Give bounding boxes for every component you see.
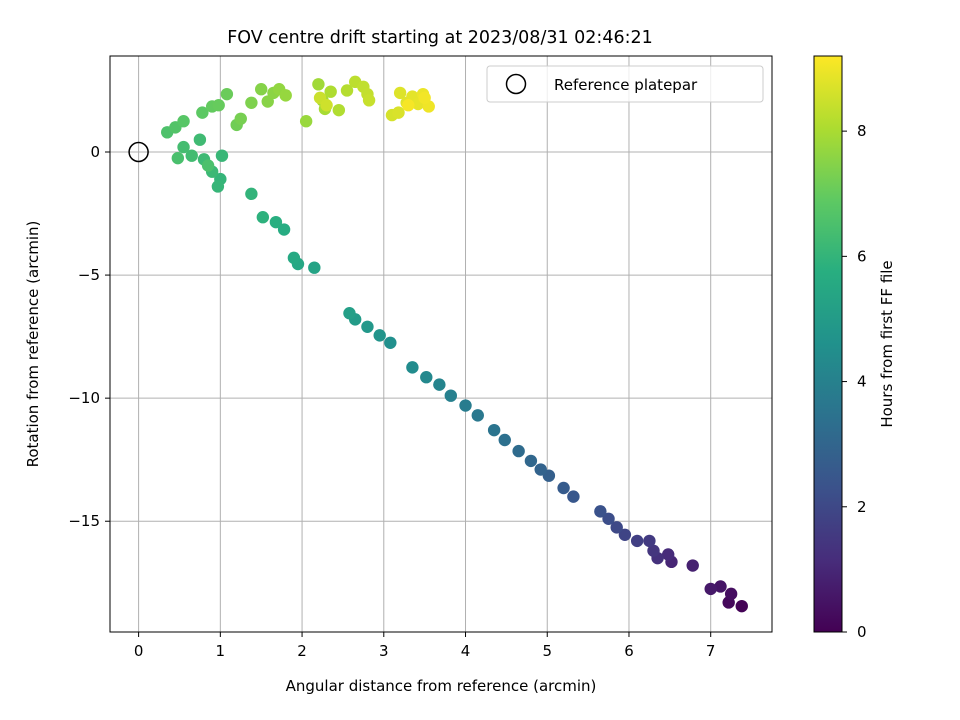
colorbar-tick-label: 0	[857, 623, 867, 641]
data-point	[212, 99, 225, 112]
data-point	[643, 534, 656, 548]
y-axis-label: Rotation from reference (arcmin)	[24, 221, 42, 468]
data-point	[332, 103, 346, 117]
colorbar-tick-label: 8	[857, 122, 867, 140]
data-point	[602, 512, 615, 525]
data-point	[254, 83, 268, 96]
data-point	[402, 99, 415, 112]
data-point	[269, 215, 283, 229]
data-point	[610, 521, 623, 534]
y-tick-label: −5	[78, 266, 100, 284]
data-point	[433, 378, 446, 391]
data-point	[557, 481, 570, 495]
legend: Reference platepar	[486, 65, 764, 103]
x-axis-label: Angular distance from reference (arcmin)	[286, 677, 597, 695]
y-tick-label: 0	[90, 143, 100, 161]
data-point	[340, 84, 354, 97]
data-point	[220, 87, 234, 101]
data-point	[512, 444, 525, 458]
data-point	[299, 115, 313, 128]
grid	[110, 56, 772, 632]
data-point	[420, 371, 433, 384]
colorbar: 0 2 4 6 8 Hours from first FF file	[813, 55, 896, 641]
data-point	[724, 587, 738, 601]
data-point	[487, 423, 501, 437]
data-point	[277, 223, 291, 236]
data-point	[594, 505, 607, 518]
data-point	[459, 399, 472, 412]
data-point	[279, 89, 292, 102]
data-point	[418, 91, 431, 105]
data-point	[444, 389, 458, 402]
x-tick-label: 7	[706, 642, 716, 660]
colorbar-label: Hours from first FF file	[878, 260, 896, 427]
x-tick-label: 1	[216, 642, 226, 660]
data-point	[245, 96, 258, 109]
data-point	[171, 151, 185, 165]
data-point	[392, 106, 405, 119]
data-point	[324, 85, 337, 98]
chart-title: FOV centre drift starting at 2023/08/31 …	[227, 28, 653, 48]
data-point	[524, 454, 538, 468]
data-point	[567, 490, 580, 503]
y-axis-ticks: 0 −5 −10 −15	[68, 143, 110, 530]
data-point	[362, 94, 376, 107]
data-points	[128, 75, 748, 613]
data-point	[534, 463, 547, 476]
data-point	[498, 433, 511, 447]
data-point	[215, 149, 229, 162]
x-tick-label: 0	[134, 642, 144, 660]
data-point	[618, 528, 632, 541]
data-point	[630, 534, 644, 548]
colorbar-tick-label: 2	[857, 498, 867, 516]
data-point	[201, 159, 215, 172]
data-point	[196, 106, 209, 119]
data-point	[686, 559, 699, 572]
x-axis-ticks: 0 1 2 3 4 5 6 7	[134, 632, 716, 660]
legend-box	[486, 65, 764, 103]
x-tick-label: 4	[461, 642, 471, 660]
data-point	[735, 599, 748, 613]
data-point	[343, 307, 356, 320]
data-point	[312, 78, 325, 91]
data-point	[245, 187, 258, 201]
data-point	[177, 115, 190, 128]
legend-entry-reference: Reference platepar	[554, 76, 698, 94]
x-tick-label: 5	[542, 642, 552, 660]
data-point	[662, 548, 675, 561]
colorbar-tick-label: 6	[857, 247, 867, 265]
y-tick-label: −10	[68, 389, 100, 407]
colorbar-tick-label: 4	[857, 373, 867, 391]
data-point	[308, 261, 321, 274]
data-point	[361, 320, 374, 333]
data-point	[373, 329, 386, 342]
data-point	[256, 211, 270, 224]
data-point	[234, 112, 247, 125]
data-point	[471, 409, 484, 422]
data-point	[287, 251, 301, 265]
data-point	[211, 180, 225, 193]
data-point	[393, 86, 407, 100]
data-point	[384, 336, 397, 349]
x-tick-label: 3	[379, 642, 389, 660]
data-point	[177, 140, 190, 154]
data-point	[714, 580, 727, 593]
data-point	[185, 149, 198, 162]
data-point	[320, 99, 333, 112]
x-tick-label: 2	[297, 642, 307, 660]
reference-marker	[128, 141, 149, 163]
y-tick-label: −15	[68, 512, 100, 530]
data-point	[406, 361, 419, 374]
colorbar-ticks: 0 2 4 6 8	[842, 122, 867, 641]
x-tick-label: 6	[624, 642, 634, 660]
plot-frame	[109, 55, 773, 633]
data-point	[193, 133, 207, 146]
legend-reference-marker	[505, 73, 527, 95]
colorbar-gradient	[813, 55, 843, 633]
data-point	[647, 544, 660, 557]
data-point	[704, 582, 717, 596]
